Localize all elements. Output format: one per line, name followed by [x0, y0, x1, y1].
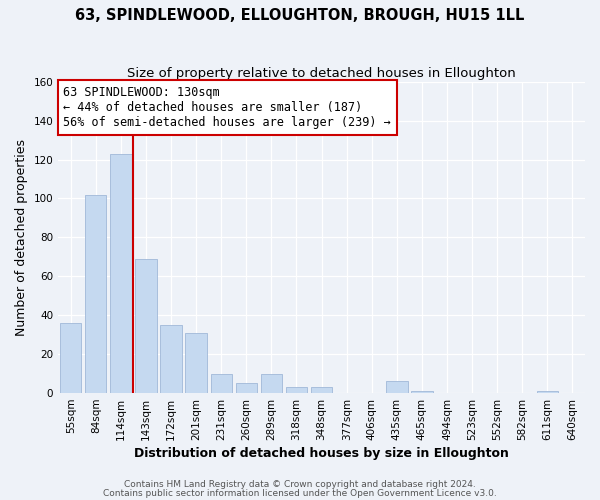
Title: Size of property relative to detached houses in Elloughton: Size of property relative to detached ho… [127, 68, 516, 80]
Bar [160, 325, 182, 393]
Bar [211, 374, 232, 393]
X-axis label: Distribution of detached houses by size in Elloughton: Distribution of detached houses by size … [134, 447, 509, 460]
Bar [85, 194, 106, 393]
Y-axis label: Number of detached properties: Number of detached properties [15, 139, 28, 336]
Bar [311, 387, 332, 393]
Bar [261, 374, 282, 393]
Bar [110, 154, 131, 393]
Bar [236, 384, 257, 393]
Text: Contains public sector information licensed under the Open Government Licence v3: Contains public sector information licen… [103, 489, 497, 498]
Text: 63, SPINDLEWOOD, ELLOUGHTON, BROUGH, HU15 1LL: 63, SPINDLEWOOD, ELLOUGHTON, BROUGH, HU1… [76, 8, 524, 22]
Bar [411, 391, 433, 393]
Bar [537, 391, 558, 393]
Bar [60, 323, 82, 393]
Bar [185, 332, 207, 393]
Bar [286, 387, 307, 393]
Text: 63 SPINDLEWOOD: 130sqm
← 44% of detached houses are smaller (187)
56% of semi-de: 63 SPINDLEWOOD: 130sqm ← 44% of detached… [64, 86, 391, 130]
Text: Contains HM Land Registry data © Crown copyright and database right 2024.: Contains HM Land Registry data © Crown c… [124, 480, 476, 489]
Bar [386, 382, 407, 393]
Bar [136, 259, 157, 393]
